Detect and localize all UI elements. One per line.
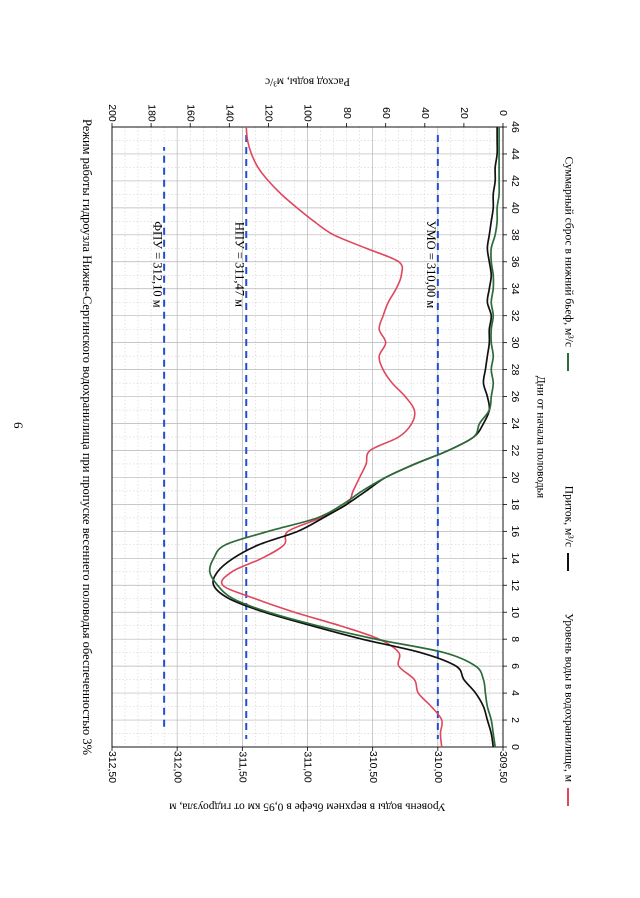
- x-tick-label: 8: [509, 636, 521, 642]
- legend-label: Суммарный сброс в нижний бьеф, м³/с: [562, 156, 574, 347]
- reference-line-label: НПУ = 311,47 м: [232, 222, 246, 307]
- x-tick-label: 18: [509, 499, 521, 511]
- y-right-tick-label: 200: [106, 104, 118, 122]
- x-tick-label: 10: [509, 606, 521, 618]
- series-line-level: [220, 126, 443, 748]
- x-axis-title: Дни от начала половодья: [534, 376, 546, 499]
- reference-line-label: ФПУ = 312,10 м: [150, 221, 164, 308]
- reference-line-label: УМО = 310,00 м: [424, 221, 438, 309]
- y-left-tick-label: 310,00: [432, 751, 444, 783]
- y-right-tick-label: 40: [419, 107, 431, 119]
- x-tick-label: 24: [509, 418, 521, 430]
- y-left-tick-label: 311,00: [302, 751, 314, 782]
- chart-title: Режим работы гидроузла Нижне-Сергинского…: [80, 119, 94, 755]
- y-left-tick-label: 311,50: [237, 751, 249, 782]
- x-tick-label: 2: [509, 717, 521, 723]
- y-right-tick-label: 60: [380, 107, 392, 119]
- x-tick-label: 34: [509, 283, 521, 295]
- series-line-discharge: [208, 127, 501, 748]
- x-tick-label: 26: [509, 391, 521, 403]
- x-tick-label: 6: [509, 663, 521, 669]
- y-left-tick-label: 312,50: [106, 751, 118, 783]
- y-right-tick-label: 20: [458, 107, 470, 119]
- y-left-tick-label: 309,50: [497, 751, 509, 783]
- x-tick-label: 46: [509, 121, 521, 133]
- y-right-tick-label: 140: [224, 104, 236, 122]
- y-right-tick-label: 180: [145, 104, 157, 122]
- y-right-axis-title: Расход воды, м³/с: [265, 75, 350, 87]
- legend-label: Приток, м³/с: [562, 486, 574, 547]
- y-left-axis-title: Уровень воды в верхнем бьефе в 0,95 км о…: [169, 800, 446, 812]
- x-tick-label: 4: [509, 690, 521, 696]
- x-tick-label: 44: [509, 148, 521, 160]
- x-tick-label: 12: [509, 579, 521, 591]
- y-left-tick-label: 310,50: [367, 751, 379, 783]
- x-tick-label: 14: [509, 552, 521, 564]
- legend-label: Уровень воды в водохранилище, м: [562, 613, 574, 782]
- x-tick-label: 38: [509, 229, 521, 241]
- y-right-tick-label: 100: [302, 104, 314, 122]
- x-tick-label: 30: [509, 337, 521, 349]
- x-tick-label: 0: [509, 744, 521, 750]
- x-tick-label: 28: [509, 364, 521, 376]
- x-tick-label: 32: [509, 310, 521, 322]
- chart-root: 0246810121416182022242628303234363840424…: [80, 75, 574, 812]
- x-tick-label: 36: [509, 256, 521, 268]
- y-right-tick-label: 80: [341, 107, 353, 119]
- x-tick-label: 20: [509, 472, 521, 484]
- y-right-tick-label: 0: [497, 110, 509, 116]
- x-tick-label: 40: [509, 202, 521, 214]
- y-left-tick-label: 312,00: [171, 751, 183, 783]
- y-right-tick-label: 120: [263, 104, 275, 122]
- x-tick-label: 22: [509, 445, 521, 457]
- y-right-tick-label: 160: [184, 104, 196, 122]
- x-tick-label: 16: [509, 526, 521, 538]
- x-tick-label: 42: [509, 175, 521, 187]
